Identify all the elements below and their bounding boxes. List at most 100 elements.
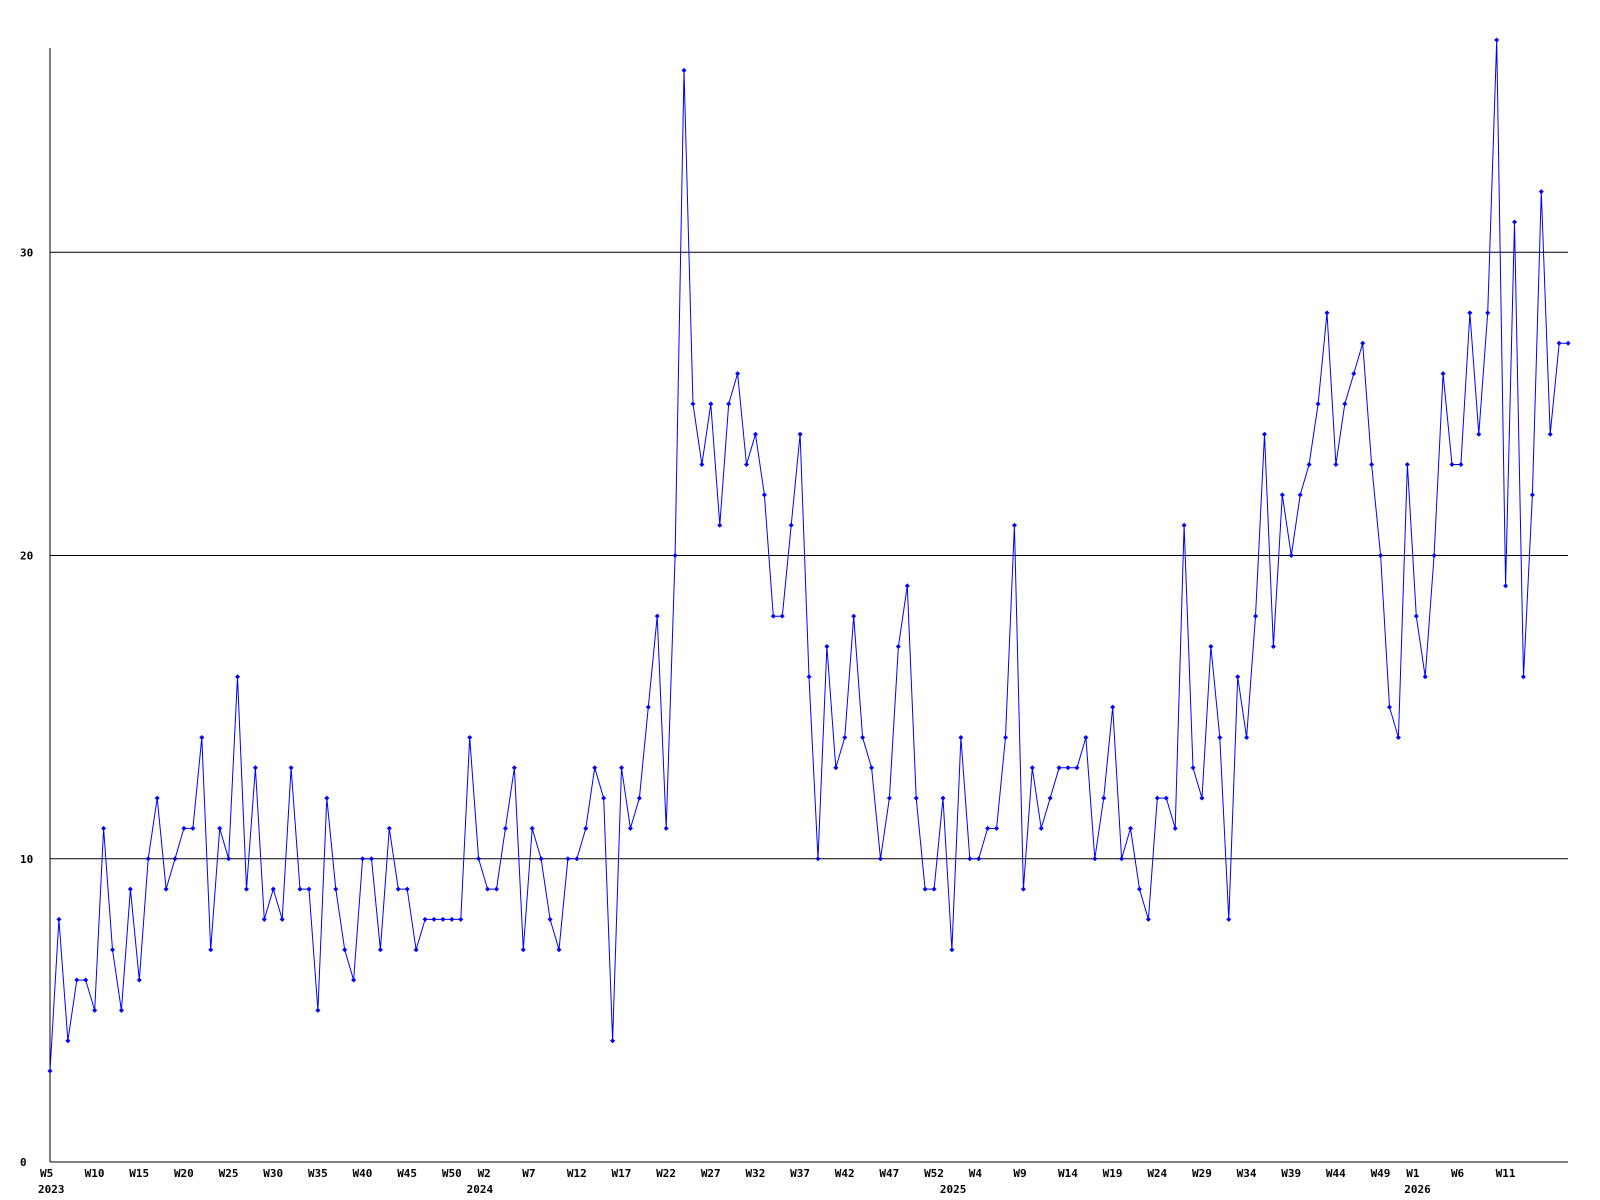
data-point	[1047, 795, 1053, 801]
x-tick-label: W2	[478, 1167, 491, 1180]
data-point	[92, 1007, 98, 1013]
data-point	[1253, 613, 1259, 619]
x-tick-label: W17	[612, 1167, 632, 1180]
data-point	[1351, 371, 1357, 377]
data-point	[860, 734, 866, 740]
data-point	[1056, 765, 1062, 771]
y-axis-ticks: 0 10 20 30	[20, 246, 33, 1169]
data-point	[324, 795, 330, 801]
data-point	[1181, 522, 1187, 528]
data-point	[619, 765, 625, 771]
data-point	[1538, 189, 1544, 195]
data-point	[288, 765, 294, 771]
data-point	[904, 583, 910, 589]
x-tick-label: W52	[924, 1167, 944, 1180]
data-point	[235, 674, 241, 680]
x-tick-label: W42	[835, 1167, 855, 1180]
data-point	[252, 765, 258, 771]
data-point	[949, 947, 955, 953]
data-point	[1110, 704, 1116, 710]
x-tick-label: W4	[969, 1167, 983, 1180]
x-tick-label: W7	[522, 1167, 535, 1180]
data-point	[1476, 431, 1482, 437]
x-tick-label: W1	[1406, 1167, 1420, 1180]
data-point	[1404, 462, 1410, 468]
data-point	[172, 856, 178, 862]
data-point	[529, 825, 535, 831]
data-point	[913, 795, 919, 801]
x-tick-label: W24	[1147, 1167, 1167, 1180]
data-point	[413, 947, 419, 953]
x-tick-label: W32	[745, 1167, 765, 1180]
x-tick-label: W5	[40, 1167, 53, 1180]
data-point	[47, 1068, 53, 1074]
data-point	[627, 825, 633, 831]
data-point	[1190, 765, 1196, 771]
data-point	[556, 947, 562, 953]
data-point	[1270, 643, 1276, 649]
data-point	[333, 886, 339, 892]
data-point	[1208, 643, 1214, 649]
data-point	[895, 643, 901, 649]
data-point	[1279, 492, 1285, 498]
data-point	[208, 947, 214, 953]
y-tick-label: 30	[20, 246, 33, 259]
data-point	[699, 462, 705, 468]
x-tick-label: W29	[1192, 1167, 1212, 1180]
data-point	[199, 734, 205, 740]
data-point	[744, 462, 750, 468]
data-point	[1387, 704, 1392, 710]
data-point	[467, 734, 473, 740]
data-point	[368, 856, 374, 862]
data-point	[654, 613, 660, 619]
data-point	[306, 886, 312, 892]
data-point	[779, 613, 785, 619]
data-point	[583, 825, 589, 831]
x-tick-label: W22	[656, 1167, 676, 1180]
data-point	[217, 825, 223, 831]
data-point	[1020, 886, 1026, 892]
x-tick-label: W25	[219, 1167, 239, 1180]
data-point	[1342, 401, 1348, 407]
data-point	[1199, 795, 1205, 801]
data-point	[1172, 825, 1178, 831]
data-point	[190, 825, 196, 831]
data-point	[1324, 310, 1330, 316]
data-point	[1458, 462, 1464, 468]
data-point	[1565, 340, 1571, 346]
data-point	[958, 734, 964, 740]
data-point	[431, 916, 437, 922]
data-point	[761, 492, 767, 498]
data-point	[74, 977, 80, 983]
gridlines	[50, 251, 1568, 860]
x-tick-label: W20	[174, 1167, 194, 1180]
data-point	[1038, 825, 1044, 831]
x-tick-label: W27	[701, 1167, 721, 1180]
data-point	[1494, 37, 1500, 43]
data-point	[940, 795, 946, 801]
data-point	[145, 856, 151, 862]
data-point	[1074, 765, 1080, 771]
data-point	[592, 765, 598, 771]
data-point	[83, 977, 89, 983]
data-point	[806, 674, 812, 680]
data-point	[815, 856, 821, 862]
data-point	[645, 704, 651, 710]
data-point	[1378, 553, 1384, 559]
data-point	[851, 613, 857, 619]
data-point	[610, 1038, 616, 1044]
data-point	[261, 916, 267, 922]
x-tick-label: W50	[442, 1167, 462, 1180]
data-point	[1306, 462, 1312, 468]
data-point	[565, 856, 571, 862]
data-point	[636, 795, 642, 801]
data-point	[538, 856, 544, 862]
data-point	[476, 856, 482, 862]
data-point	[1226, 916, 1232, 922]
data-point	[1360, 340, 1366, 346]
data-point	[1128, 825, 1134, 831]
data-point	[458, 916, 464, 922]
series-line	[49, 39, 1569, 1072]
data-point	[1145, 916, 1151, 922]
data-point	[726, 401, 732, 407]
